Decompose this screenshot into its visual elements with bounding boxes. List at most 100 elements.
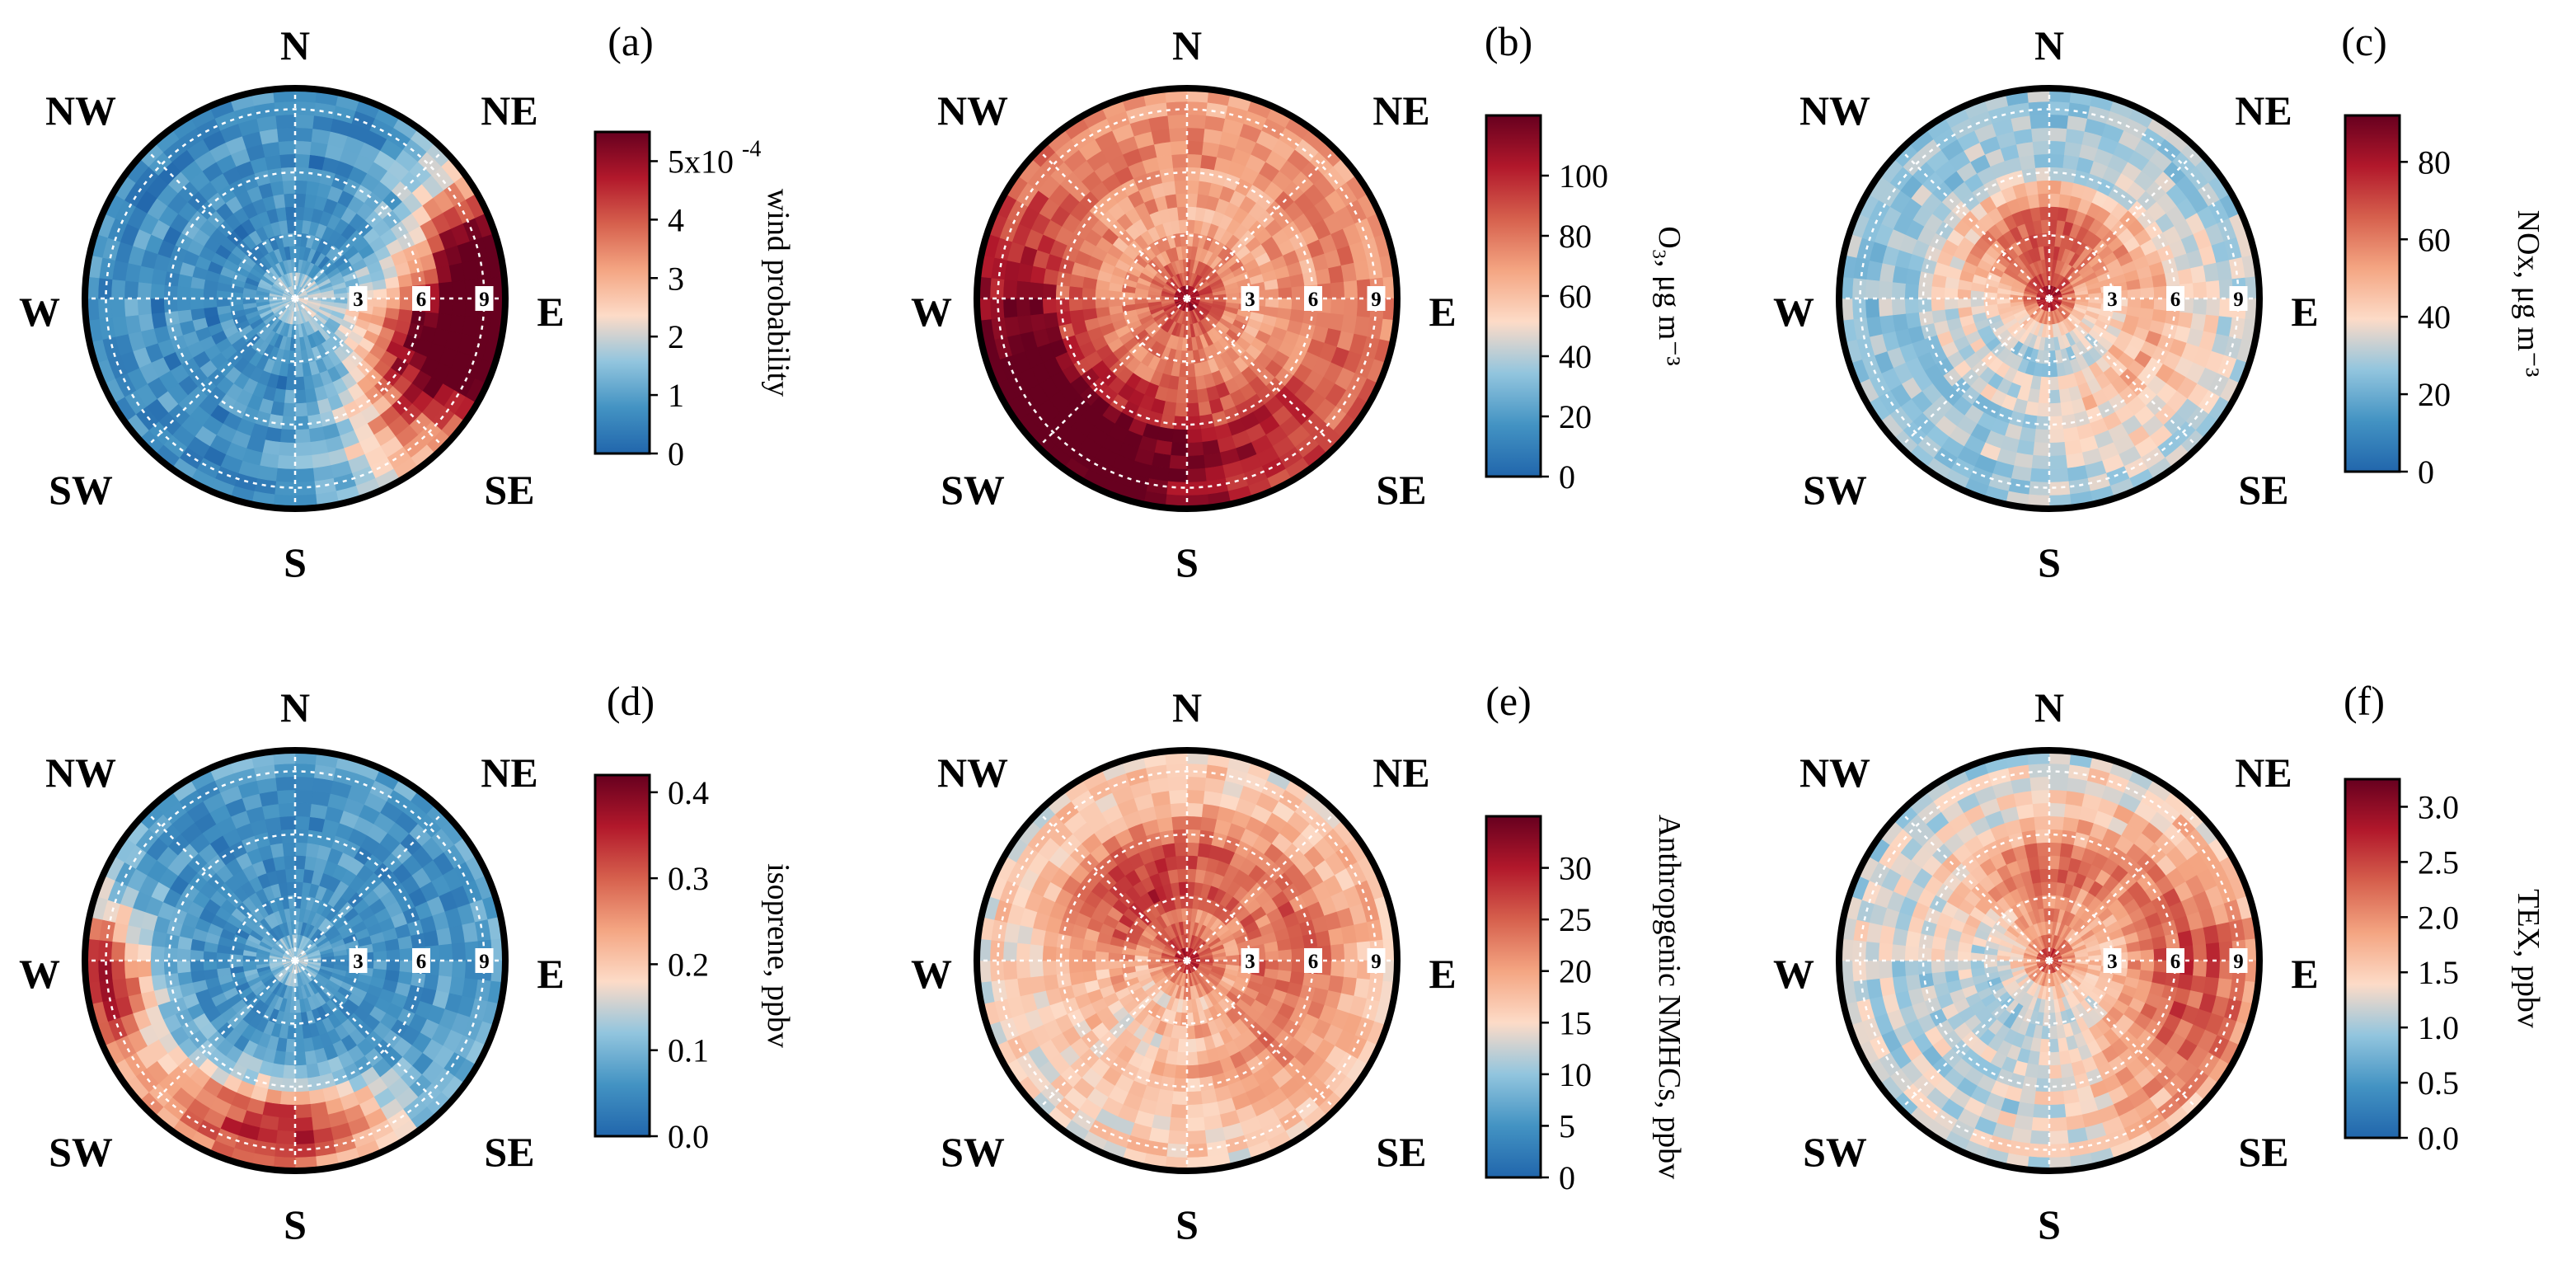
heatmap-cell bbox=[1931, 298, 1945, 312]
direction-label-ne: NE bbox=[481, 87, 537, 134]
heatmap-cell bbox=[1186, 855, 1199, 870]
heatmap-cell bbox=[282, 1064, 296, 1079]
heatmap-cell bbox=[138, 312, 154, 332]
heatmap-cell bbox=[399, 298, 414, 312]
heatmap-cell bbox=[439, 298, 453, 316]
heatmap-cell bbox=[2034, 429, 2050, 444]
heatmap-cell bbox=[190, 298, 204, 310]
heatmap-cell bbox=[1169, 1116, 1188, 1132]
heatmap-cell bbox=[2039, 376, 2050, 391]
heatmap-cell bbox=[2177, 268, 2194, 285]
heatmap-cell bbox=[274, 101, 296, 116]
direction-label-nw: NW bbox=[937, 87, 1008, 134]
heatmap-cell bbox=[294, 802, 312, 817]
heatmap-cell bbox=[2205, 280, 2221, 299]
heatmap-cell bbox=[294, 842, 308, 857]
heatmap-cell bbox=[2048, 153, 2065, 168]
heatmap-cell bbox=[2032, 140, 2050, 155]
heatmap-cell bbox=[282, 180, 296, 195]
heatmap-cell bbox=[2190, 312, 2207, 332]
heatmap-cell bbox=[176, 947, 191, 961]
ring-label: 3 bbox=[2107, 289, 2118, 311]
heatmap-cell bbox=[1186, 815, 1203, 830]
heatmap-cell bbox=[285, 1038, 296, 1053]
heatmap-cell bbox=[1055, 284, 1070, 299]
heatmap-cell bbox=[279, 1091, 296, 1106]
heatmap-cell bbox=[275, 468, 296, 483]
heatmap-cell bbox=[294, 868, 305, 883]
heatmap-cell bbox=[439, 943, 453, 961]
heatmap-cell bbox=[2048, 114, 2069, 129]
heatmap-cell bbox=[2038, 193, 2050, 208]
colorbar-label: wind probability bbox=[761, 189, 795, 397]
heatmap-cell bbox=[2048, 140, 2067, 155]
heatmap-cell bbox=[1157, 154, 1174, 171]
heatmap-cell bbox=[1330, 281, 1345, 299]
direction-label-e: E bbox=[537, 289, 564, 335]
heatmap-cell bbox=[2034, 153, 2050, 168]
heatmap-cell bbox=[284, 855, 296, 870]
heatmap-cell bbox=[1278, 287, 1293, 299]
heatmap-cell bbox=[1330, 943, 1345, 961]
heatmap-cell bbox=[1970, 298, 1985, 308]
heatmap-cell bbox=[267, 167, 284, 184]
heatmap-cell bbox=[137, 298, 152, 316]
ring-label: 6 bbox=[1308, 289, 1319, 311]
heatmap-cell bbox=[2015, 141, 2034, 157]
heatmap-cell bbox=[279, 429, 296, 444]
ring-label: 9 bbox=[1371, 289, 1382, 311]
heatmap-cell bbox=[1186, 1038, 1197, 1053]
heatmap-cell bbox=[110, 960, 126, 980]
heatmap-cell bbox=[1186, 416, 1201, 430]
heatmap-cell bbox=[294, 127, 313, 143]
heatmap-cell bbox=[1931, 308, 1947, 324]
heatmap-cell bbox=[1186, 868, 1197, 883]
heatmap-cell bbox=[1171, 429, 1188, 444]
heatmap-cell bbox=[137, 943, 152, 961]
direction-label-n: N bbox=[2034, 22, 2064, 68]
heatmap-cell bbox=[2064, 141, 2083, 157]
heatmap-cell bbox=[294, 855, 307, 870]
ring-label: 9 bbox=[479, 289, 490, 311]
heatmap-cell bbox=[2190, 265, 2207, 284]
heatmap-cell bbox=[294, 468, 315, 483]
heatmap-cell bbox=[1167, 776, 1188, 792]
heatmap-cell bbox=[1865, 279, 1880, 299]
heatmap-cell bbox=[1174, 402, 1188, 417]
heatmap-cell bbox=[1278, 960, 1293, 972]
colorbar-gradient bbox=[2344, 114, 2401, 473]
heatmap-cell bbox=[451, 280, 467, 299]
heatmap-cell bbox=[277, 1116, 296, 1132]
heatmap-cell bbox=[397, 273, 413, 289]
polar-heatmap-cells bbox=[976, 87, 1398, 510]
heatmap-cell bbox=[294, 180, 308, 195]
heatmap-cell bbox=[1918, 310, 1935, 327]
heatmap-cell bbox=[1186, 468, 1207, 483]
heatmap-cell bbox=[294, 429, 311, 444]
heatmap-cell bbox=[1169, 127, 1188, 143]
heatmap-cell bbox=[163, 947, 178, 961]
direction-label-s: S bbox=[2038, 539, 2061, 585]
heatmap-cell bbox=[1016, 280, 1031, 299]
spoke-grid-line bbox=[294, 298, 445, 449]
heatmap-cell bbox=[285, 868, 296, 883]
heatmap-cell bbox=[1343, 298, 1358, 317]
heatmap-cell bbox=[373, 298, 387, 308]
heatmap-cell bbox=[1315, 930, 1331, 947]
heatmap-cell bbox=[1265, 289, 1279, 299]
heatmap-cell bbox=[1153, 803, 1172, 820]
heatmap-cell bbox=[281, 1078, 296, 1092]
heatmap-cell bbox=[1330, 298, 1345, 316]
heatmap-cell bbox=[1186, 114, 1207, 129]
panel-label: (a) bbox=[608, 18, 654, 64]
heatmap-cell bbox=[294, 167, 309, 181]
heatmap-cell bbox=[1159, 167, 1175, 184]
heatmap-cell bbox=[1343, 942, 1358, 961]
heatmap-cell bbox=[2048, 180, 2062, 195]
heatmap-cell bbox=[294, 789, 313, 805]
heatmap-cell bbox=[1178, 881, 1188, 896]
heatmap-cell bbox=[2048, 376, 2059, 391]
direction-label-w: W bbox=[19, 289, 60, 335]
ring-label: 9 bbox=[1371, 951, 1382, 973]
heatmap-cell bbox=[163, 298, 178, 312]
